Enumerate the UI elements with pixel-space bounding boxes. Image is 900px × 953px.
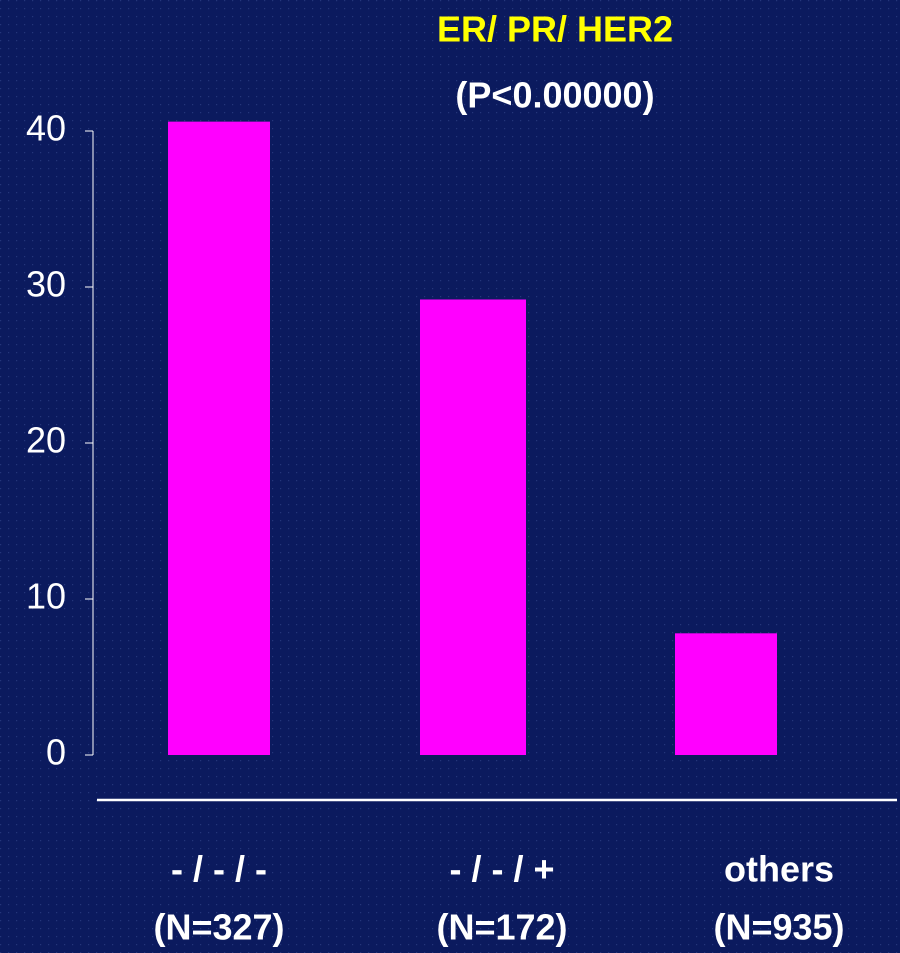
y-tick-label: 20 (26, 420, 66, 461)
y-tick-label: 10 (26, 576, 66, 617)
y-tick-label: 30 (26, 264, 66, 305)
x-tick-label: (N=935) (713, 907, 844, 948)
bar (675, 633, 777, 755)
x-tick-label: - / - / + (449, 849, 554, 890)
x-tick-label: - / - / - (171, 849, 267, 890)
chart-title: ER/ PR/ HER2 (437, 9, 673, 50)
y-tick-label: 40 (26, 108, 66, 149)
bar (420, 299, 526, 755)
bar (168, 121, 270, 755)
x-tick-label: (N=172) (436, 907, 567, 948)
chart-subtitle: (P<0.00000) (455, 75, 654, 116)
x-tick-label: others (724, 849, 834, 890)
y-tick-label: 0 (46, 732, 66, 773)
x-tick-label: (N=327) (153, 907, 284, 948)
